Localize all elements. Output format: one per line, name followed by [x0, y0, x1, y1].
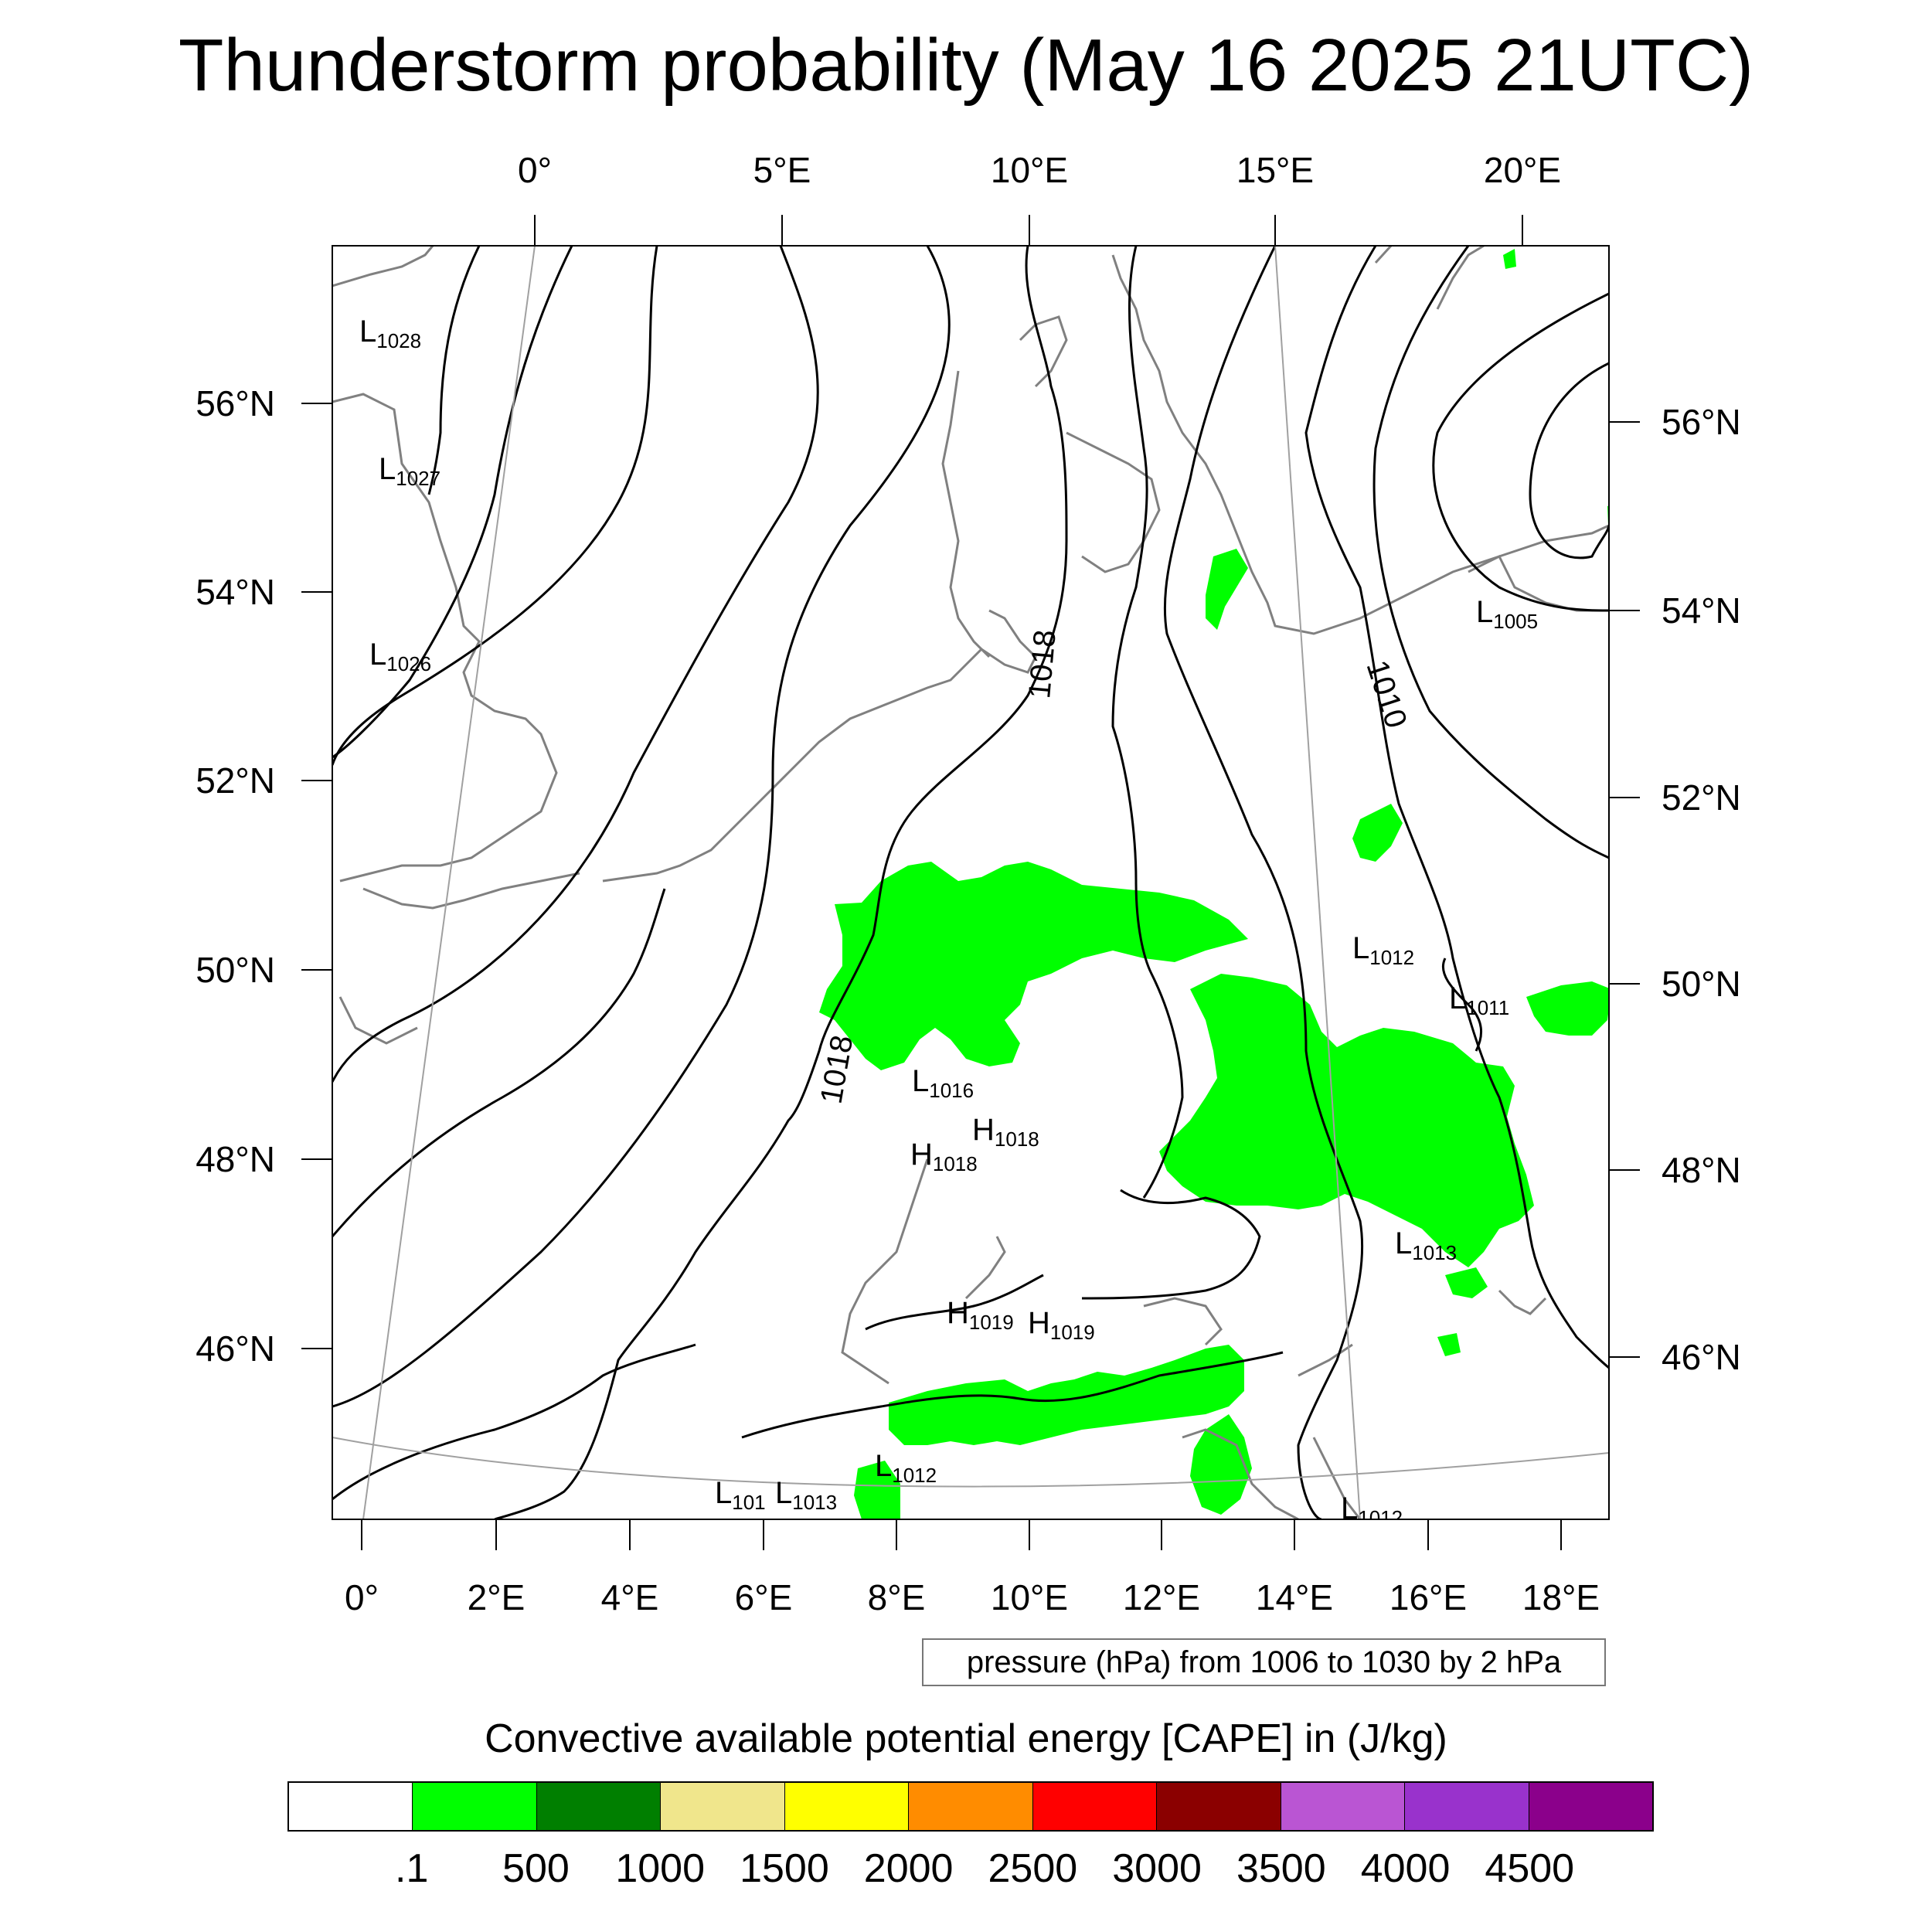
colorbar-label: 500: [502, 1846, 570, 1891]
bottom-axis: [361, 1519, 1562, 1550]
right-axis: [1609, 421, 1640, 1358]
cape-area-east: [1159, 974, 1534, 1267]
colorbar-segment: [784, 1783, 910, 1830]
colorbar-label: 3500: [1236, 1846, 1326, 1891]
right-tick-label: 52°N: [1662, 777, 1741, 818]
left-tick-label: 56°N: [196, 383, 275, 423]
isobars: [332, 246, 1609, 1519]
cape-area-baltic-north: [1503, 249, 1516, 269]
left-axis: [301, 403, 332, 1349]
bottom-axis-labels: 0° 2°E 4°E 6°E 8°E 10°E 12°E 14°E 16°E 1…: [345, 1577, 1600, 1617]
coastlines: [332, 246, 1609, 1519]
left-tick-label: 50°N: [196, 950, 275, 990]
top-tick-label: 0°: [518, 150, 552, 190]
pressure-center-label: L1026: [369, 638, 431, 675]
pressure-center-label: L1005: [1476, 595, 1538, 633]
cape-area-alps: [889, 1345, 1244, 1445]
colorbar-label: 2000: [863, 1846, 954, 1891]
pressure-center-label: L1027: [379, 452, 440, 490]
bottom-tick-label: 0°: [345, 1577, 379, 1617]
colorbar-segment: [413, 1783, 537, 1830]
isobar-labels: 1018 1018 1010: [815, 628, 1413, 1106]
right-tick-label: 46°N: [1662, 1337, 1741, 1377]
pressure-center-label: L1012: [1341, 1492, 1403, 1529]
isobar-label: 1018: [1022, 628, 1063, 699]
bottom-tick-label: 6°E: [735, 1577, 793, 1617]
cape-area-south: [854, 1461, 900, 1519]
bottom-tick-label: 16°E: [1389, 1577, 1467, 1617]
colorbar-label: 4000: [1360, 1846, 1451, 1891]
right-axis-labels: 56°N 54°N 52°N 50°N 48°N 46°N: [1662, 402, 1741, 1377]
right-tick-label: 48°N: [1662, 1150, 1741, 1190]
left-tick-label: 52°N: [196, 760, 275, 801]
bottom-tick-label: 12°E: [1123, 1577, 1200, 1617]
pressure-center-label: H1019: [947, 1296, 1014, 1334]
cape-area-croatia: [1437, 1333, 1461, 1356]
pressure-center-label: H1018: [910, 1138, 978, 1175]
left-tick-label: 54°N: [196, 572, 275, 612]
cape-area-poland: [1352, 804, 1403, 862]
colorbar-label: 3000: [1112, 1846, 1202, 1891]
colorbar-segment: [536, 1783, 662, 1830]
top-tick-label: 10°E: [991, 150, 1068, 190]
colorbar-segment: [1157, 1783, 1281, 1830]
pressure-center-label: L1013: [775, 1476, 837, 1514]
left-tick-label: 46°N: [196, 1328, 275, 1369]
right-tick-label: 54°N: [1662, 590, 1741, 631]
bottom-tick-label: 8°E: [868, 1577, 926, 1617]
left-tick-label: 48°N: [196, 1139, 275, 1179]
colorbar-segment: [1405, 1783, 1529, 1830]
colorbar-label: .1: [395, 1846, 429, 1891]
bottom-tick-label: 4°E: [601, 1577, 659, 1617]
colorbar-segment: [1529, 1783, 1652, 1830]
cape-areas: [819, 249, 1609, 1519]
map-frame: [332, 245, 1610, 1520]
colorbar-segment: [1281, 1783, 1406, 1830]
cape-area-balkans: [1190, 1414, 1252, 1515]
cape-area-central: [819, 862, 1248, 1070]
colorbar-segment: [661, 1783, 785, 1830]
colorbar: [287, 1781, 1654, 1832]
pressure-center-label: L1013: [1395, 1226, 1457, 1264]
bottom-tick-label: 18°E: [1522, 1577, 1600, 1617]
pressure-centers: L1028 L1027 L1026 L1005 L1012 L1011 L101…: [359, 315, 1538, 1529]
pressure-center-label: L101: [715, 1476, 766, 1514]
top-axis: [534, 215, 1523, 246]
pressure-center-label: L1011: [1449, 981, 1509, 1019]
colorbar-label: 4500: [1485, 1846, 1575, 1891]
pressure-center-label: H1019: [1028, 1306, 1095, 1344]
colorbar-segment: [289, 1783, 413, 1830]
pressure-center-label: H1018: [972, 1113, 1039, 1151]
top-axis-labels: 0° 5°E 10°E 15°E 20°E: [518, 150, 1561, 190]
left-axis-labels: 56°N 54°N 52°N 50°N 48°N 46°N: [196, 383, 275, 1369]
cape-area-baltic: [1206, 549, 1248, 630]
right-tick-label: 50°N: [1662, 964, 1741, 1004]
map-content: [332, 246, 1609, 1519]
colorbar-segment: [909, 1783, 1033, 1830]
cape-area-sw-hungary: [1445, 1267, 1488, 1298]
bottom-tick-label: 2°E: [468, 1577, 526, 1617]
top-tick-label: 5°E: [753, 150, 811, 190]
pressure-center-label: L1012: [875, 1449, 937, 1487]
top-tick-label: 15°E: [1236, 150, 1314, 190]
graticule: [332, 246, 1609, 1519]
pressure-center-label: L1016: [912, 1064, 974, 1102]
colorbar-segment: [1032, 1783, 1158, 1830]
colorbar-title: Convective available potential energy [C…: [485, 1716, 1447, 1761]
pressure-center-label: L1028: [359, 315, 421, 352]
colorbar-label: 1000: [615, 1846, 706, 1891]
cape-area-far-east: [1526, 981, 1609, 1036]
bottom-tick-label: 10°E: [991, 1577, 1068, 1617]
colorbar-label: 1500: [740, 1846, 829, 1891]
colorbar-label: 2500: [988, 1846, 1078, 1891]
bottom-tick-label: 14°E: [1256, 1577, 1333, 1617]
map-title: Thunderstorm probability (May 16 2025 21…: [178, 24, 1754, 107]
right-tick-label: 56°N: [1662, 402, 1741, 442]
pressure-info-box: pressure (hPa) from 1006 to 1030 by 2 hP…: [922, 1638, 1606, 1686]
isobar-label: 1010: [1359, 656, 1413, 732]
top-tick-label: 20°E: [1484, 150, 1561, 190]
pressure-center-label: L1012: [1352, 931, 1414, 969]
